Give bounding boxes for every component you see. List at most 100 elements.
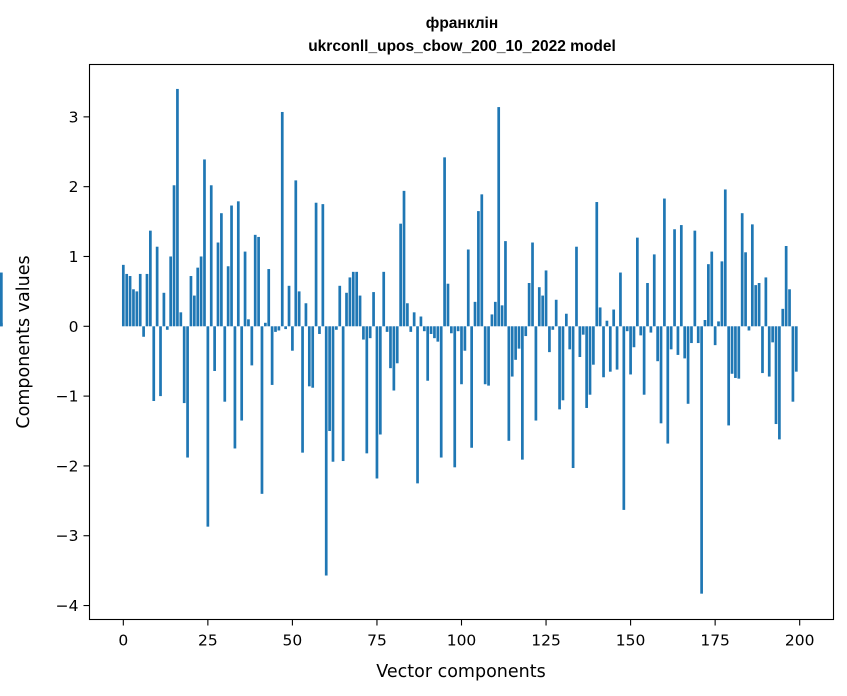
bar [581,326,585,335]
bar [446,283,450,327]
bar [456,326,460,332]
bar [713,326,717,346]
chart-title-line-1: франклін [426,15,498,32]
bar [551,326,555,330]
bar [345,292,348,327]
bar [186,326,189,458]
x-axis-ticks: 0 25 50 75 100 125 150 175 200 [118,619,815,650]
bar [690,326,693,344]
y-tick-label: −1 [56,388,79,406]
bar [636,237,639,327]
y-axis-label: Components values [14,255,34,428]
bar [652,254,656,327]
bar [642,326,646,395]
bar [402,190,406,327]
y-tick-label: 2 [69,178,79,196]
y-tick-label: 0 [69,318,79,336]
bar [700,326,703,594]
bar [450,326,453,334]
bar [291,326,294,351]
bar [679,225,683,327]
bar [121,264,125,327]
bar [226,266,230,327]
bar [0,272,3,327]
bar [757,283,761,327]
bar [314,202,318,327]
bar [666,326,670,444]
bar [307,326,311,387]
bar [419,316,423,327]
bar [460,326,463,385]
bar [480,194,484,327]
bar [270,326,274,385]
bar [514,326,517,360]
bar [744,252,747,327]
y-tick-label: −2 [56,457,79,475]
bar [362,326,365,340]
bar [389,326,392,369]
bar [392,326,396,391]
bar [372,292,375,327]
y-axis-ticks: 3 2 1 0 −1 −2 −3 −4 [56,108,90,615]
bar [767,326,771,377]
bar [233,326,237,449]
bar [436,326,440,342]
bar [676,326,680,355]
plot-frame [88,63,835,621]
bar [734,326,737,378]
bar [159,326,162,397]
bar [196,267,200,327]
bar [619,272,622,327]
bar [311,326,315,388]
bar [135,291,139,327]
bar [558,326,561,410]
bar [615,326,619,370]
bar [216,242,220,327]
bar [406,303,409,327]
bar [277,326,281,331]
y-tick-label: −3 [56,527,79,545]
bar [422,326,426,332]
bar [649,326,653,333]
x-tick-label: 200 [785,632,815,650]
bar [656,326,659,362]
bar [740,213,744,327]
bar [764,277,768,327]
bar [304,303,308,327]
bar [145,273,149,327]
bar [253,234,257,327]
bar [213,326,216,371]
bar [155,246,159,327]
bar [301,326,304,453]
bar [504,241,507,327]
bar [477,211,480,327]
bar [548,326,551,353]
bar [774,326,778,425]
bar [517,326,521,349]
bar [409,326,413,332]
bar [693,230,697,327]
bar [497,107,501,327]
bar [182,326,186,404]
bar [561,326,565,401]
x-tick-label: 25 [198,632,218,650]
bar [507,326,511,441]
bar [132,289,135,327]
bar [378,326,382,435]
chart-title-line-2: ukrconll_upos_cbow_200_10_2022 model [308,38,616,55]
bar [568,326,572,350]
bar [240,326,244,421]
bar [192,295,196,327]
bar [524,326,528,337]
bar [578,326,582,358]
bar [412,312,416,327]
bar [703,320,707,327]
x-tick-label: 175 [700,632,730,650]
bar [335,326,338,330]
bar [696,326,700,344]
bar [162,292,166,327]
bar [629,326,632,375]
bar [264,322,267,327]
bar [754,285,758,327]
